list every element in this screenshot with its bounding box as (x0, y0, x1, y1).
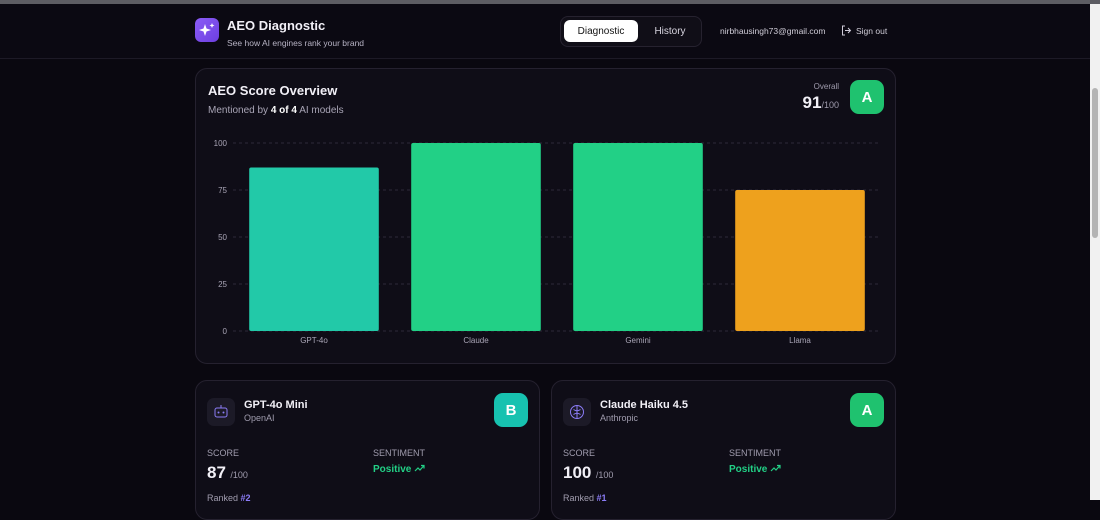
y-tick-label: 75 (218, 186, 227, 195)
rank-value: #2 (240, 493, 251, 503)
trend-icon (414, 464, 425, 472)
chart: 0 25 50 75 100 GPT-4o Claude Gemini Llama (214, 139, 881, 345)
sentiment: Positive (729, 464, 781, 475)
email: nirbhausingh73@gmail.com (720, 26, 826, 36)
bar (411, 143, 541, 331)
mentioned-suffix: AI models (299, 105, 344, 116)
x-tick-label: Claude (463, 336, 489, 345)
tab-active[interactable]: Diagnostic (564, 20, 638, 42)
model-provider: OpenAI (244, 413, 275, 423)
overview-title: AEO Score Overview (208, 83, 338, 98)
score: 87 /100 (207, 463, 248, 483)
y-tick-label: 100 (214, 139, 228, 148)
trend-icon (770, 464, 781, 472)
score-label: SCORE (207, 448, 240, 458)
sign-out[interactable]: Sign out (856, 26, 888, 36)
model-grade: A (850, 393, 884, 427)
logo-icon (199, 23, 215, 36)
x-tick-label: Gemini (625, 336, 651, 345)
model-icon (563, 398, 591, 426)
score-suffix: /100 (595, 470, 614, 480)
model-grade: B (494, 393, 528, 427)
overall-suffix: /100 (821, 100, 839, 110)
y-tick-label: 0 (223, 327, 228, 336)
sign-out-icon (842, 25, 852, 36)
sentiment: Positive (373, 464, 425, 475)
rank-value: #1 (596, 493, 607, 503)
app-title: AEO Diagnostic (227, 18, 326, 33)
header (0, 4, 1090, 59)
y-tick-label: 25 (218, 280, 227, 289)
rank: Ranked #1 (563, 493, 607, 503)
window-strip (0, 0, 1100, 4)
mentioned-prefix: Mentioned by (208, 105, 269, 116)
rank-label: Ranked (563, 493, 595, 503)
model-name: GPT-4o Mini (244, 399, 308, 411)
score-value: 87 (207, 463, 226, 482)
sentiment-label: SENTIMENT (373, 448, 426, 458)
model-card[interactable]: Claude Haiku 4.5 Anthropic A SCORE 100 /… (551, 380, 896, 520)
bar (735, 190, 865, 331)
tab[interactable]: History (654, 25, 686, 37)
bar (249, 167, 379, 331)
bar (573, 143, 703, 331)
overview-card: AEO Score Overview Mentioned by 4 of 4 A… (195, 68, 896, 364)
model-provider: Anthropic (600, 413, 639, 423)
model-icon (207, 398, 235, 426)
app-subtitle: See how AI engines rank your brand (227, 38, 365, 48)
overall-label: Overall (813, 82, 839, 91)
model-card[interactable]: GPT-4o Mini OpenAI B SCORE 87 /100 SENTI… (195, 380, 540, 520)
score: 100 /100 (563, 463, 613, 483)
overall-value: 91 (802, 93, 822, 112)
overall-score: 91/100 (803, 93, 839, 113)
overall-grade: A (850, 80, 884, 114)
sentiment-value: Positive (729, 464, 768, 475)
logo (195, 18, 219, 42)
x-tick-label: Llama (789, 336, 811, 345)
sentiment-label: SENTIMENT (729, 448, 782, 458)
rank-label: Ranked (207, 493, 239, 503)
rank: Ranked #2 (207, 493, 251, 503)
scroll-thumb[interactable] (1092, 88, 1098, 238)
mentioned: Mentioned by 4 of 4 AI models (208, 105, 344, 116)
mentioned-count: 4 of 4 (270, 105, 297, 116)
score-label: SCORE (563, 448, 596, 458)
sentiment-value: Positive (373, 464, 412, 475)
x-tick-label: GPT-4o (300, 336, 328, 345)
score-suffix: /100 (230, 470, 248, 480)
scrollbar (1090, 4, 1100, 500)
score-value: 100 (563, 463, 592, 482)
model-name: Claude Haiku 4.5 (600, 399, 689, 411)
y-tick-label: 50 (218, 233, 227, 242)
